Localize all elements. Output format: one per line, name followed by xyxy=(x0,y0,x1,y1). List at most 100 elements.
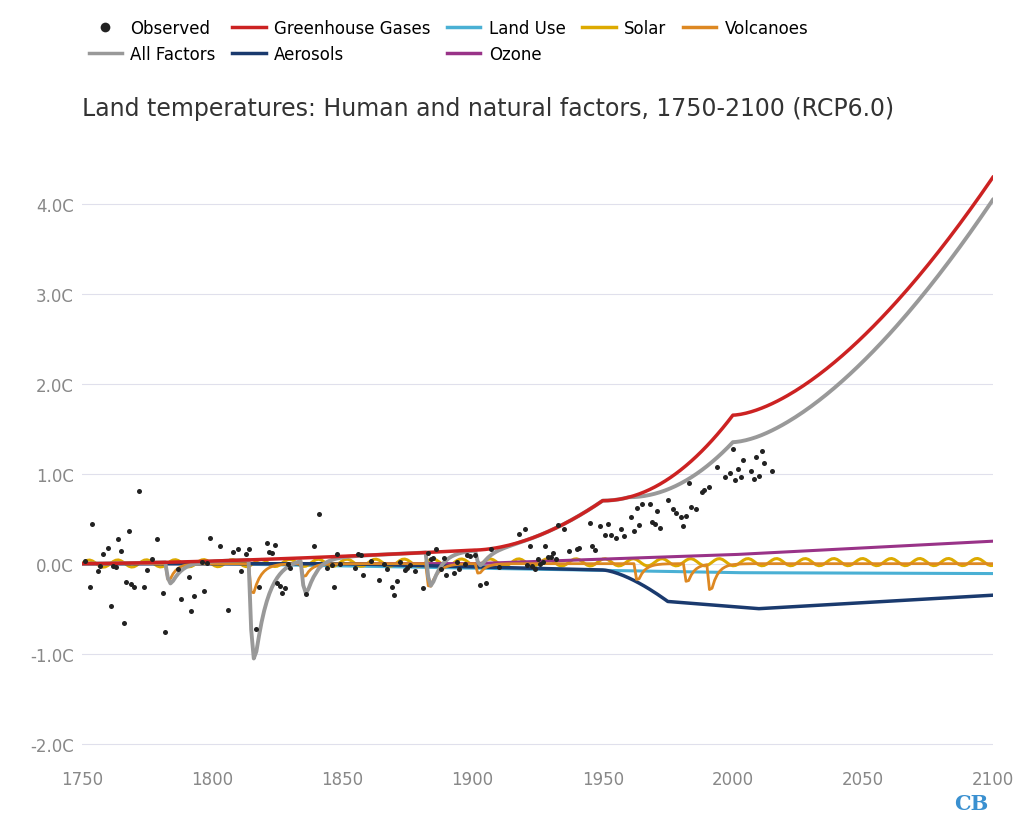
Point xyxy=(477,576,494,590)
Point xyxy=(183,604,200,618)
Point xyxy=(745,473,762,486)
Point xyxy=(730,462,746,475)
Point xyxy=(641,498,657,511)
Point xyxy=(248,622,264,635)
Point xyxy=(121,525,137,538)
Point xyxy=(108,561,124,575)
Point xyxy=(538,539,554,552)
Point xyxy=(264,546,281,560)
Point xyxy=(727,474,743,487)
Point xyxy=(355,569,372,582)
Point xyxy=(194,556,210,569)
Point xyxy=(602,529,618,542)
Point xyxy=(111,532,127,546)
Point xyxy=(717,470,733,484)
Point xyxy=(116,617,132,630)
Point xyxy=(688,503,705,517)
Point xyxy=(329,547,345,561)
Point xyxy=(511,527,527,541)
Point xyxy=(701,481,718,494)
Text: CB: CB xyxy=(954,793,988,813)
Point xyxy=(607,532,624,545)
Point xyxy=(324,559,340,572)
Point xyxy=(425,551,441,565)
Point xyxy=(749,450,765,464)
Legend: Observed, All Factors, Greenhouse Gases, Aerosols, Land Use, Ozone, Solar, Volca: Observed, All Factors, Greenhouse Gases,… xyxy=(82,13,815,70)
Point xyxy=(92,560,109,573)
Point xyxy=(352,549,369,562)
Point xyxy=(446,566,463,580)
Point xyxy=(155,587,171,600)
Point xyxy=(77,555,93,568)
Point xyxy=(490,561,507,574)
Point xyxy=(276,582,293,595)
Point xyxy=(139,563,156,576)
Point xyxy=(415,582,431,595)
Text: Land temperatures: Human and natural factors, 1750-2100 (RCP6.0): Land temperatures: Human and natural fac… xyxy=(82,97,894,121)
Point xyxy=(634,498,650,512)
Point xyxy=(693,486,710,499)
Point xyxy=(420,546,436,560)
Point xyxy=(136,581,153,595)
Point xyxy=(212,540,228,553)
Point xyxy=(521,540,538,553)
Point xyxy=(709,461,725,474)
Point xyxy=(452,563,468,576)
Point xyxy=(615,530,632,543)
Point xyxy=(82,581,98,595)
Point xyxy=(529,553,546,566)
Point xyxy=(350,547,367,561)
Point xyxy=(472,578,488,591)
Point xyxy=(170,563,186,576)
Point xyxy=(150,532,166,546)
Point xyxy=(624,511,640,524)
Point xyxy=(626,524,642,537)
Point xyxy=(173,593,189,606)
Point xyxy=(185,590,202,604)
Point xyxy=(582,517,598,530)
Point xyxy=(532,558,549,571)
Point xyxy=(519,558,536,571)
Point xyxy=(631,518,647,532)
Point xyxy=(696,484,713,497)
Point xyxy=(592,520,608,533)
Point xyxy=(371,574,387,587)
Point xyxy=(678,510,694,523)
Point xyxy=(99,542,116,555)
Point xyxy=(516,522,532,536)
Point xyxy=(407,565,423,578)
Point xyxy=(332,558,348,571)
Point xyxy=(423,553,439,566)
Point xyxy=(131,484,147,498)
Point xyxy=(543,551,559,564)
Point xyxy=(612,522,629,536)
Point xyxy=(197,585,213,598)
Point xyxy=(571,542,588,555)
Point xyxy=(384,581,400,595)
Point xyxy=(467,548,483,561)
Point xyxy=(126,580,142,594)
Point xyxy=(555,522,571,536)
Point xyxy=(105,560,122,573)
Point xyxy=(540,551,556,564)
Point xyxy=(84,518,100,531)
Point xyxy=(751,469,767,483)
Point xyxy=(668,507,684,520)
Point xyxy=(224,546,241,559)
Point xyxy=(735,454,752,467)
Point xyxy=(754,445,770,459)
Point xyxy=(251,580,267,594)
Point xyxy=(271,580,288,593)
Point xyxy=(568,543,585,556)
Point xyxy=(238,547,254,561)
Point xyxy=(396,563,413,576)
Point xyxy=(123,578,139,591)
Point xyxy=(259,537,275,550)
Point xyxy=(644,516,660,529)
Point xyxy=(386,589,402,602)
Point xyxy=(310,508,327,521)
Point xyxy=(362,555,379,568)
Point xyxy=(550,518,566,532)
Point xyxy=(732,470,749,484)
Point xyxy=(376,558,392,571)
